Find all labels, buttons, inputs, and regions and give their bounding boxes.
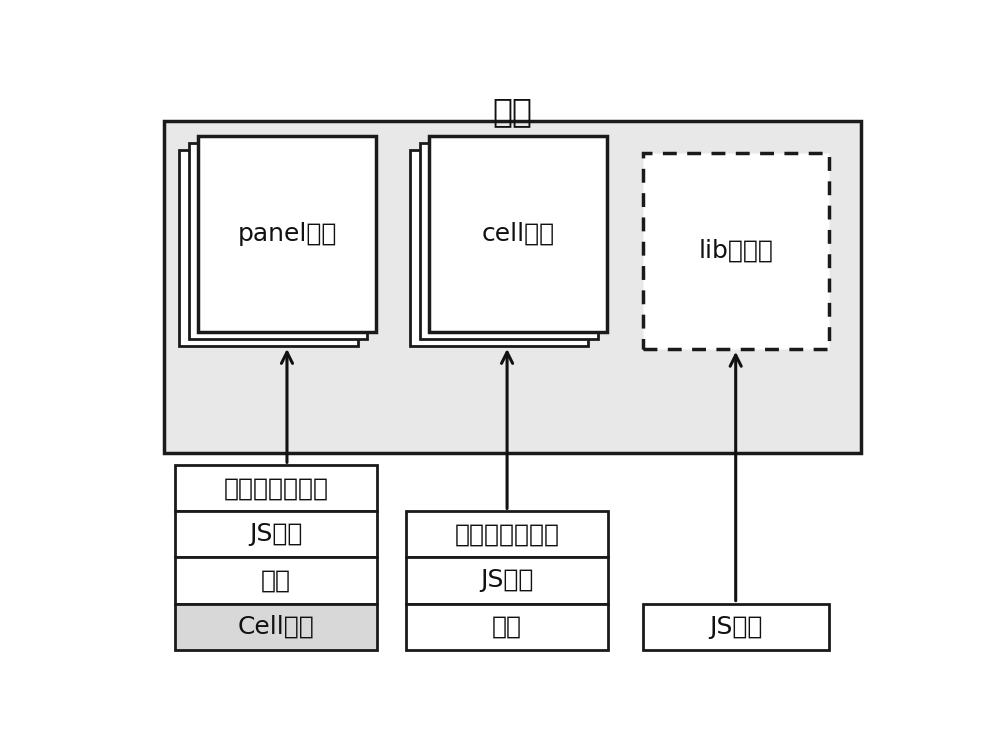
Bar bbox=[175, 604, 377, 649]
Text: cell单元: cell单元 bbox=[481, 221, 554, 246]
Bar bbox=[175, 557, 377, 604]
Bar bbox=[643, 153, 829, 349]
Bar bbox=[198, 136, 376, 331]
Bar bbox=[406, 512, 608, 557]
Text: 样式: 样式 bbox=[492, 615, 522, 639]
Bar bbox=[420, 143, 598, 339]
Bar bbox=[410, 150, 588, 346]
Bar bbox=[164, 121, 861, 453]
Text: panel面板: panel面板 bbox=[237, 221, 337, 246]
Bar bbox=[406, 604, 608, 649]
Bar bbox=[643, 604, 829, 649]
Text: 超文本标记语言: 超文本标记语言 bbox=[455, 522, 560, 546]
Text: JS脚本: JS脚本 bbox=[709, 615, 762, 639]
Text: Cell单元: Cell单元 bbox=[238, 615, 314, 639]
Text: JS脚本: JS脚本 bbox=[480, 568, 534, 592]
Bar bbox=[175, 512, 377, 557]
Bar bbox=[406, 557, 608, 604]
Bar bbox=[189, 143, 367, 339]
Text: 超文本标记语言: 超文本标记语言 bbox=[224, 476, 329, 500]
Text: JS脚本: JS脚本 bbox=[249, 522, 303, 546]
Bar bbox=[175, 465, 377, 512]
Text: 插件: 插件 bbox=[492, 95, 532, 128]
Bar bbox=[179, 150, 358, 346]
Text: 样式: 样式 bbox=[261, 568, 291, 592]
Text: lib方法库: lib方法库 bbox=[698, 239, 773, 263]
Bar bbox=[429, 136, 607, 331]
